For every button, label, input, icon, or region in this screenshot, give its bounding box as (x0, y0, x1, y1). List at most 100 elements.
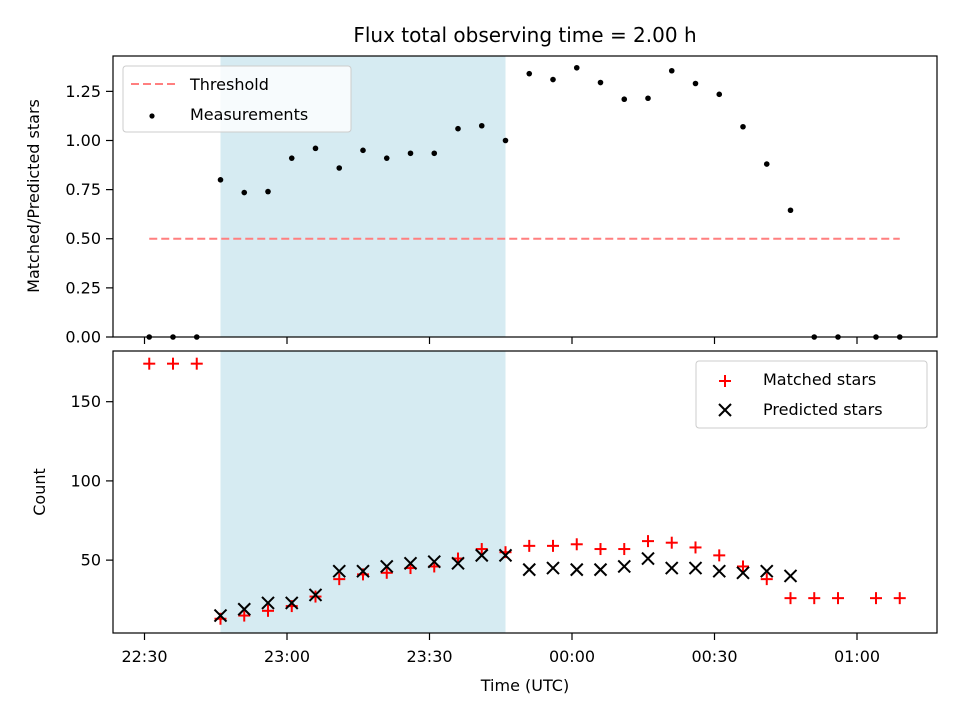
measurement-point (455, 125, 461, 132)
legend-predicted-swatch (718, 403, 732, 417)
predicted-star-point (427, 555, 441, 569)
bottom-x-ticks: 22:30 23:00 23:30 00:00 00:30 01:00 (121, 633, 880, 666)
matched-star-point (309, 590, 322, 603)
bottom-shaded-interval (220, 351, 506, 633)
matched-star-point (547, 539, 559, 552)
predicted-star-point (356, 564, 370, 578)
measurement-point (241, 189, 248, 196)
measurement-point (502, 137, 509, 144)
x-tick-label: 23:30 (406, 647, 452, 666)
measurement-point (265, 188, 271, 195)
top-y-tick-label: 1.25 (65, 82, 101, 101)
predicted-stars-points (213, 548, 798, 623)
predicted-star-point (213, 608, 228, 623)
measurement-point (407, 150, 414, 157)
matched-star-point (167, 357, 179, 370)
x-tick-label: 01:00 (834, 647, 880, 666)
measurement-point (336, 165, 343, 171)
top-axes-frame (112, 55, 938, 338)
matched-star-point (665, 536, 678, 549)
top-y-tick-label: 0.75 (65, 180, 101, 199)
measurement-point (217, 176, 224, 183)
bottom-y-tick-label: 100 (70, 471, 101, 490)
measurement-point (478, 122, 485, 129)
measurement-point (716, 91, 723, 98)
predicted-star-point (285, 596, 299, 610)
matched-star-point (713, 549, 726, 562)
legend-threshold-label: Threshold (189, 75, 269, 94)
matched-star-point (380, 566, 393, 579)
predicted-star-point (332, 564, 346, 578)
predicted-star-point (760, 564, 774, 578)
legend-matched-label: Matched stars (763, 370, 876, 389)
legend-measurements-swatch (149, 113, 155, 119)
measurement-point (787, 207, 794, 214)
predicted-star-point (736, 566, 750, 580)
matched-star-point (870, 592, 882, 605)
matched-star-point (642, 535, 654, 548)
x-tick-label: 00:30 (691, 647, 737, 666)
legend-measurements-label: Measurements (190, 105, 308, 124)
predicted-star-point (783, 569, 798, 583)
measurement-point (526, 70, 533, 77)
top-y-axis-label: Matched/Predicted stars (24, 99, 43, 293)
legend-predicted-label: Predicted stars (763, 400, 883, 419)
x-tick-label: 00:00 (549, 647, 595, 666)
bottom-legend-box (695, 360, 928, 429)
x-tick-label: 22:30 (121, 647, 167, 666)
top-x-ticks (143, 337, 858, 344)
bottom-legend: Matched stars Predicted stars (695, 360, 928, 429)
top-y-ticks: 0.00 0.25 0.50 0.75 1.00 1.25 (65, 82, 113, 347)
x-axis-label: Time (UTC) (480, 676, 569, 695)
predicted-star-point (593, 562, 608, 577)
measurement-point (550, 76, 556, 83)
bottom-y-ticks: 50 100 150 (70, 392, 113, 570)
predicted-star-point (498, 548, 513, 563)
predicted-star-point (308, 588, 323, 602)
predicted-star-point (546, 561, 560, 575)
matched-star-point (143, 357, 156, 370)
bottom-y-axis-label: Count (30, 468, 49, 516)
top-y-tick-label: 0.00 (65, 328, 101, 347)
measurement-point (692, 80, 699, 87)
predicted-star-point (403, 556, 418, 570)
measurement-point (763, 161, 770, 167)
measurement-point (288, 155, 295, 161)
bottom-y-tick-label: 50 (81, 551, 101, 570)
legend-matched-swatch (719, 375, 731, 387)
top-y-tick-label: 1.00 (65, 131, 101, 150)
matched-stars-points (143, 357, 906, 625)
measurement-point (597, 79, 604, 86)
matched-star-point (832, 592, 844, 605)
predicted-star-point (617, 559, 631, 574)
predicted-star-point (570, 562, 584, 577)
matched-star-point (190, 357, 203, 370)
predicted-star-point (380, 559, 394, 574)
predicted-star-point (712, 564, 726, 578)
top-y-tick-label: 0.50 (65, 229, 101, 248)
measurement-point (573, 64, 580, 71)
predicted-star-point (665, 561, 679, 575)
predicted-star-point (475, 548, 489, 563)
x-tick-label: 23:00 (264, 647, 310, 666)
top-y-tick-label: 0.25 (65, 278, 101, 297)
matched-star-point (618, 543, 631, 556)
matched-star-point (737, 560, 749, 573)
matched-star-point (238, 609, 251, 622)
top-legend: Threshold Measurements (122, 65, 352, 133)
matched-star-point (333, 573, 346, 586)
top-legend-box (122, 65, 352, 133)
matched-star-point (808, 592, 821, 605)
matched-star-point (570, 538, 583, 551)
bottom-axes-frame (112, 350, 938, 634)
matched-star-point (760, 573, 773, 586)
matched-star-point (784, 592, 797, 605)
matched-star-point (262, 604, 274, 617)
matched-star-point (689, 541, 702, 554)
measurement-point (621, 96, 628, 103)
measurement-point (645, 95, 651, 102)
measurement-point (740, 123, 746, 130)
